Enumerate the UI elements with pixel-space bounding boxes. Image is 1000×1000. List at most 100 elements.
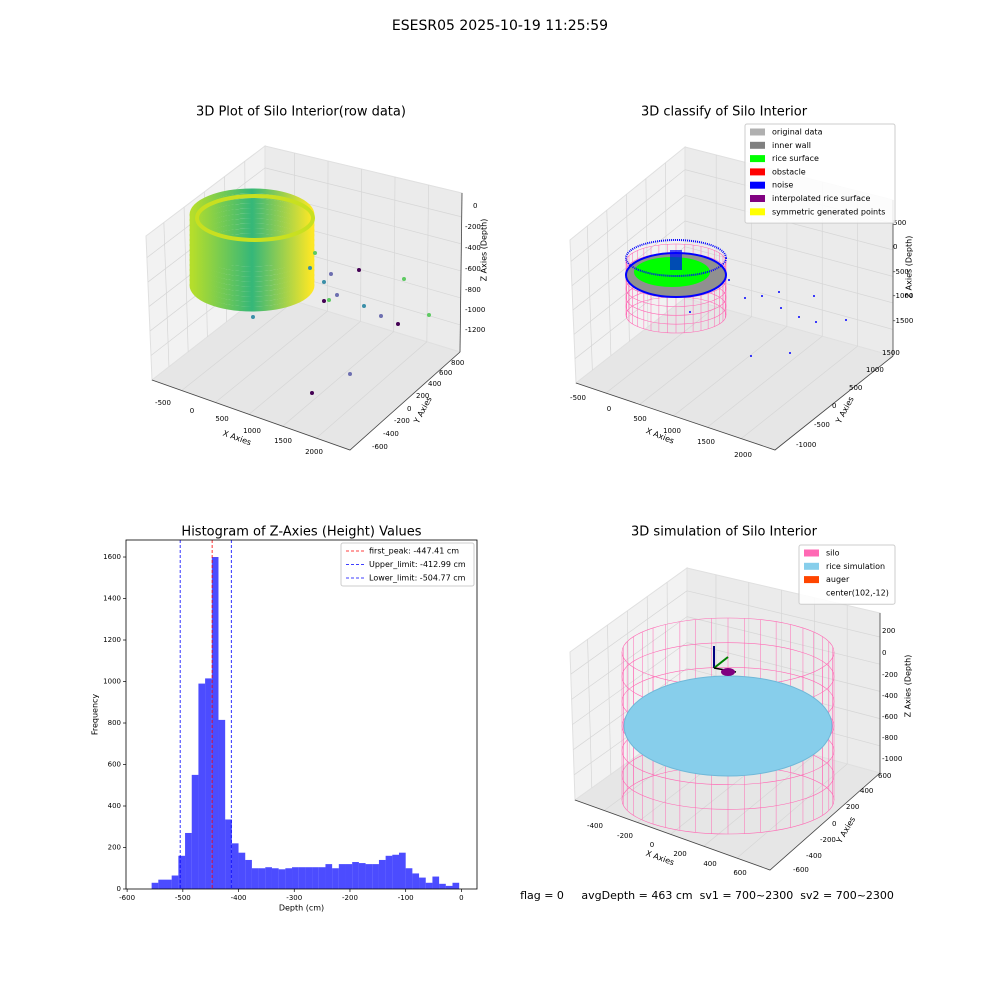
point bbox=[348, 372, 352, 376]
point bbox=[308, 266, 312, 270]
pane-grid bbox=[570, 590, 688, 675]
x-tick-label: 0 bbox=[607, 405, 611, 413]
noise-point bbox=[789, 352, 791, 354]
x-tick-label: 500 bbox=[633, 415, 646, 423]
legend-swatch bbox=[750, 141, 765, 149]
bar bbox=[158, 879, 165, 889]
point bbox=[427, 313, 431, 317]
bar bbox=[425, 882, 433, 889]
chart-title: 3D simulation of Silo Interior bbox=[631, 525, 818, 540]
bar bbox=[265, 867, 272, 889]
z-axis-label: Z Axies (Depth) bbox=[904, 655, 913, 718]
bar bbox=[151, 882, 159, 889]
bar bbox=[298, 867, 306, 889]
y-tick-label: 800 bbox=[451, 359, 464, 367]
z-tick-label: 0 bbox=[473, 202, 477, 210]
y-tick-label: 500 bbox=[849, 384, 862, 392]
legend-box bbox=[798, 544, 896, 605]
pane-grid bbox=[645, 178, 649, 327]
pane-grid bbox=[282, 331, 394, 427]
z-tick-label: -1000 bbox=[465, 306, 485, 314]
pane-grid bbox=[215, 310, 328, 403]
bar bbox=[385, 855, 393, 889]
y-tick-label: 1600 bbox=[103, 553, 121, 561]
noise-point bbox=[689, 311, 691, 313]
noise-point bbox=[813, 295, 815, 297]
x-tick-label: 1000 bbox=[243, 427, 261, 435]
y-tick-label: -400 bbox=[806, 852, 822, 860]
x-axis-label: Depth (cm) bbox=[279, 904, 324, 913]
y-tick-label: 600 bbox=[108, 761, 121, 769]
pane-grid bbox=[327, 161, 329, 312]
bar bbox=[292, 867, 299, 889]
z-tick-label: -800 bbox=[465, 286, 481, 294]
bar bbox=[305, 867, 313, 889]
bar bbox=[165, 879, 172, 889]
z-tick-label: 0 bbox=[893, 243, 897, 251]
z-tick-label: 200 bbox=[882, 627, 895, 635]
y-tick-label: 1000 bbox=[103, 678, 121, 686]
z-tick-label: -400 bbox=[465, 244, 481, 252]
bar bbox=[352, 862, 359, 889]
axis-line bbox=[575, 355, 894, 451]
pane-grid bbox=[571, 616, 688, 700]
x-tick-label: 500 bbox=[215, 415, 228, 423]
x-tick-label: -200 bbox=[342, 894, 358, 902]
bar bbox=[245, 859, 252, 889]
pane-grid bbox=[684, 220, 894, 277]
point bbox=[379, 314, 383, 318]
x-tick-label: -100 bbox=[398, 894, 414, 902]
y-tick-label: 1500 bbox=[882, 349, 900, 357]
legend-label: silo bbox=[826, 549, 840, 558]
z-tick-label: 500 bbox=[893, 219, 906, 227]
figure-title: ESESR05 2025-10-19 11:25:59 bbox=[392, 18, 608, 34]
bar bbox=[332, 868, 339, 889]
pane-grid bbox=[586, 226, 593, 371]
pane-grid bbox=[587, 639, 593, 789]
axis-line bbox=[574, 772, 881, 871]
rice-surface bbox=[634, 257, 710, 287]
pane-grid bbox=[181, 300, 295, 391]
point bbox=[329, 272, 333, 276]
legend-swatch bbox=[750, 128, 765, 136]
y-tick-label: -1000 bbox=[796, 441, 816, 449]
pane-grid bbox=[686, 642, 881, 692]
legend-label: inner wall bbox=[772, 141, 811, 150]
z-tick-label: -1500 bbox=[893, 317, 913, 325]
bar bbox=[445, 885, 453, 889]
pane-grid bbox=[606, 210, 612, 356]
x-tick-label: 200 bbox=[673, 850, 686, 858]
y-tick-label: 400 bbox=[860, 787, 873, 795]
bar bbox=[452, 882, 460, 889]
x-tick-label: -600 bbox=[119, 894, 135, 902]
x-tick-label: 400 bbox=[703, 860, 716, 868]
point bbox=[362, 304, 366, 308]
bar bbox=[365, 864, 373, 889]
y-tick-label: 800 bbox=[108, 719, 121, 727]
x-tick-label: 1500 bbox=[697, 438, 715, 446]
pane-grid bbox=[639, 316, 752, 405]
z-tick-label: -500 bbox=[893, 268, 909, 276]
z-tick-label: -200 bbox=[465, 223, 481, 231]
bar bbox=[312, 867, 319, 889]
axis-line bbox=[151, 351, 461, 451]
y-tick-label: -600 bbox=[372, 443, 388, 451]
point bbox=[396, 322, 400, 326]
point bbox=[327, 298, 331, 302]
z-axis-label: Z Axies (Depth) bbox=[480, 219, 489, 282]
annotation: flag = 0 avgDepth = 463 cm sv1 = 700~230… bbox=[520, 889, 894, 902]
pane-grid bbox=[703, 754, 815, 847]
y-tick-label: 200 bbox=[416, 392, 429, 400]
y-tick-label: 0 bbox=[832, 402, 836, 410]
bar bbox=[432, 876, 440, 889]
y-tick-label: -200 bbox=[820, 836, 836, 844]
legend-swatch bbox=[804, 576, 819, 584]
noise-point bbox=[750, 355, 752, 357]
bar bbox=[258, 868, 266, 889]
bar bbox=[392, 854, 399, 889]
axis-line bbox=[459, 192, 463, 353]
pane-grid bbox=[673, 326, 788, 417]
x-tick-label: -200 bbox=[617, 832, 633, 840]
